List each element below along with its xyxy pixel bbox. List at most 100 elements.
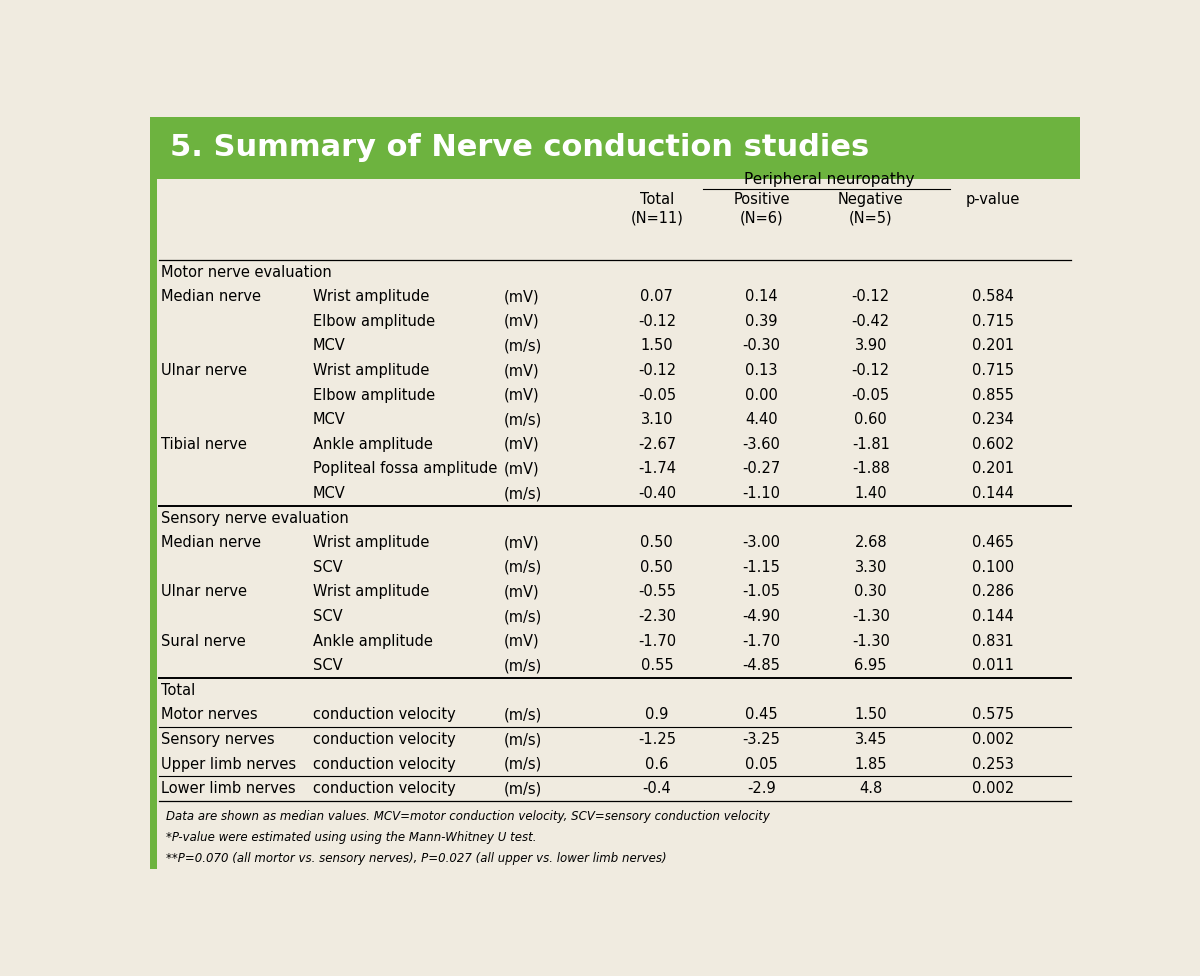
Text: (mV): (mV) [504,387,539,403]
Text: 0.584: 0.584 [972,289,1014,305]
Text: -4.85: -4.85 [743,658,780,673]
Text: 3.10: 3.10 [641,412,673,427]
Text: 3.30: 3.30 [854,560,887,575]
Text: -0.30: -0.30 [743,339,780,353]
Text: (mV): (mV) [504,535,539,550]
Text: 3.45: 3.45 [854,732,887,747]
Text: MCV: MCV [313,412,346,427]
Text: (m/s): (m/s) [504,609,541,624]
Text: conduction velocity: conduction velocity [313,708,456,722]
Text: (m/s): (m/s) [504,560,541,575]
Text: -1.15: -1.15 [743,560,780,575]
Text: MCV: MCV [313,486,346,501]
Text: -3.00: -3.00 [743,535,780,550]
Text: -1.70: -1.70 [743,633,780,649]
Text: (mV): (mV) [504,363,539,378]
Text: -1.05: -1.05 [743,585,780,599]
Text: Motor nerve evaluation: Motor nerve evaluation [161,264,332,280]
Text: 1.50: 1.50 [641,339,673,353]
Text: 4.8: 4.8 [859,781,882,796]
Text: Upper limb nerves: Upper limb nerves [161,756,296,772]
Text: 0.201: 0.201 [972,339,1014,353]
Text: -2.30: -2.30 [638,609,676,624]
Text: conduction velocity: conduction velocity [313,732,456,747]
Text: -4.90: -4.90 [743,609,780,624]
Text: (mV): (mV) [504,633,539,649]
Text: Total
(N=11): Total (N=11) [630,192,683,225]
Text: 0.011: 0.011 [972,658,1014,673]
Text: 4.40: 4.40 [745,412,778,427]
Text: 0.39: 0.39 [745,314,778,329]
Text: 0.6: 0.6 [646,756,668,772]
Text: -0.12: -0.12 [852,363,890,378]
Text: 0.715: 0.715 [972,314,1014,329]
Text: -1.10: -1.10 [743,486,780,501]
Text: -1.74: -1.74 [638,462,676,476]
Text: 0.100: 0.100 [972,560,1014,575]
Text: Median nerve: Median nerve [161,289,262,305]
Text: 0.00: 0.00 [745,387,778,403]
Text: 0.45: 0.45 [745,708,778,722]
Text: -1.70: -1.70 [637,633,676,649]
Text: -1.25: -1.25 [638,732,676,747]
Text: 0.575: 0.575 [972,708,1014,722]
Text: 2.68: 2.68 [854,535,887,550]
Text: -1.30: -1.30 [852,633,889,649]
Text: Ulnar nerve: Ulnar nerve [161,585,247,599]
Text: 1.85: 1.85 [854,756,887,772]
Text: *P-value were estimated using using the Mann-Whitney U test.: *P-value were estimated using using the … [166,832,536,844]
Text: Sural nerve: Sural nerve [161,633,246,649]
Text: Negative
(N=5): Negative (N=5) [838,192,904,225]
Text: 0.253: 0.253 [972,756,1014,772]
Text: (m/s): (m/s) [504,412,541,427]
Text: Positive
(N=6): Positive (N=6) [733,192,790,225]
Text: Wrist amplitude: Wrist amplitude [313,289,430,305]
Text: 5. Summary of Nerve conduction studies: 5. Summary of Nerve conduction studies [170,134,870,162]
Text: 0.465: 0.465 [972,535,1014,550]
Text: -0.12: -0.12 [852,289,890,305]
Text: Wrist amplitude: Wrist amplitude [313,535,430,550]
Text: 0.002: 0.002 [972,732,1014,747]
Text: Ankle amplitude: Ankle amplitude [313,437,433,452]
Text: 0.50: 0.50 [641,535,673,550]
Text: (mV): (mV) [504,289,539,305]
Text: Sensory nerve evaluation: Sensory nerve evaluation [161,510,349,526]
Text: Tibial nerve: Tibial nerve [161,437,247,452]
Text: 0.201: 0.201 [972,462,1014,476]
Text: SCV: SCV [313,658,342,673]
Text: conduction velocity: conduction velocity [313,781,456,796]
Text: Peripheral neuropathy: Peripheral neuropathy [744,172,914,187]
Text: -2.9: -2.9 [748,781,776,796]
Text: (m/s): (m/s) [504,781,541,796]
Text: Total: Total [161,683,196,698]
Text: 0.715: 0.715 [972,363,1014,378]
Text: (mV): (mV) [504,462,539,476]
Text: MCV: MCV [313,339,346,353]
Text: 0.13: 0.13 [745,363,778,378]
Text: 0.55: 0.55 [641,658,673,673]
Text: Lower limb nerves: Lower limb nerves [161,781,295,796]
Text: 3.90: 3.90 [854,339,887,353]
Text: 1.50: 1.50 [854,708,887,722]
Text: -1.30: -1.30 [852,609,889,624]
Text: 0.30: 0.30 [854,585,887,599]
Text: (m/s): (m/s) [504,756,541,772]
Text: (m/s): (m/s) [504,732,541,747]
Text: Wrist amplitude: Wrist amplitude [313,363,430,378]
Text: -0.05: -0.05 [637,387,676,403]
Text: 0.07: 0.07 [641,289,673,305]
Text: Sensory nerves: Sensory nerves [161,732,275,747]
Text: 0.144: 0.144 [972,609,1014,624]
Text: 0.05: 0.05 [745,756,778,772]
Text: p-value: p-value [966,192,1020,207]
Text: Elbow amplitude: Elbow amplitude [313,314,434,329]
Text: 0.602: 0.602 [972,437,1014,452]
Text: -0.27: -0.27 [743,462,781,476]
Text: 0.9: 0.9 [646,708,668,722]
Text: -0.42: -0.42 [852,314,890,329]
Text: -0.4: -0.4 [642,781,671,796]
Text: 6.95: 6.95 [854,658,887,673]
Text: Data are shown as median values. MCV=motor conduction velocity, SCV=sensory cond: Data are shown as median values. MCV=mot… [166,810,769,823]
Text: -0.55: -0.55 [638,585,676,599]
Text: conduction velocity: conduction velocity [313,756,456,772]
